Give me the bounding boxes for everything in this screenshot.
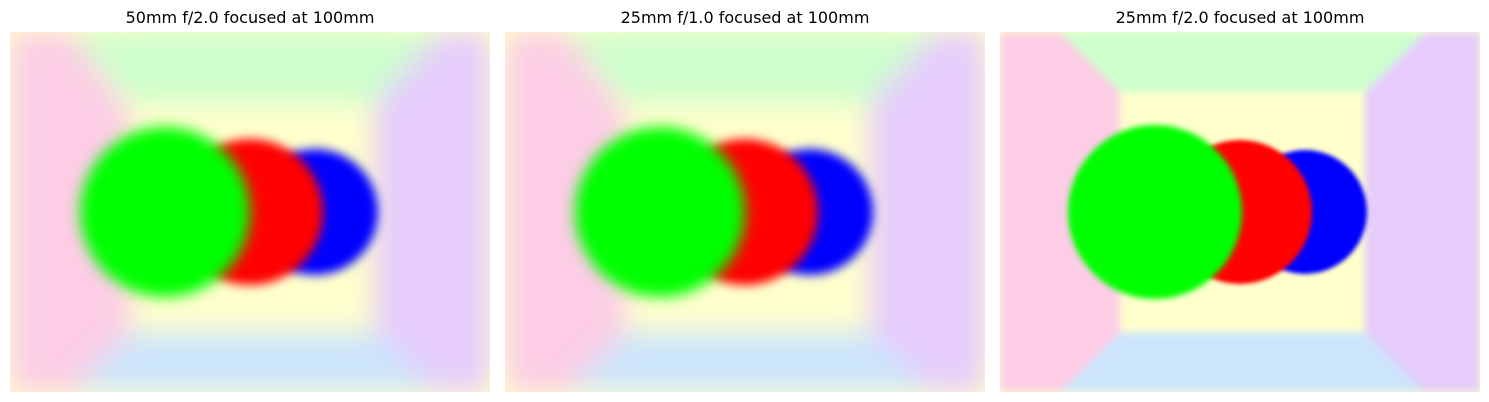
bottom-wall [1060,332,1425,392]
top-wall [565,32,935,102]
panel-title-1: 50mm f/2.0 focused at 100mm [125,8,375,27]
depth-of-field-render-3 [1000,32,1480,392]
top-wall [70,32,440,102]
render-panel-2 [505,32,985,392]
bottom-wall [565,332,935,392]
right-wall [375,32,490,392]
top-wall [1060,32,1425,92]
left-wall [1000,32,1120,392]
render-panel-3 [1000,32,1480,392]
green-sphere [1068,125,1242,299]
depth-of-field-render-1 [10,32,490,392]
depth-of-field-render-2 [505,32,985,392]
green-sphere [80,127,250,297]
render-panel-1 [10,32,490,392]
green-sphere [575,127,745,297]
panel-title-2: 25mm f/1.0 focused at 100mm [620,8,870,27]
bottom-wall [70,332,440,392]
left-wall [10,32,130,392]
panel-title-3: 25mm f/2.0 focused at 100mm [1115,8,1365,27]
left-wall [505,32,625,392]
right-wall [1365,32,1480,392]
right-wall [870,32,985,392]
